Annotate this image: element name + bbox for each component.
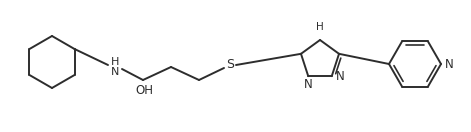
Text: H
N: H N <box>111 57 119 77</box>
Text: H: H <box>316 22 324 32</box>
Text: N: N <box>335 70 344 83</box>
Text: OH: OH <box>135 84 153 96</box>
Text: N: N <box>304 78 313 91</box>
Text: S: S <box>226 58 234 72</box>
Text: N: N <box>445 58 454 70</box>
